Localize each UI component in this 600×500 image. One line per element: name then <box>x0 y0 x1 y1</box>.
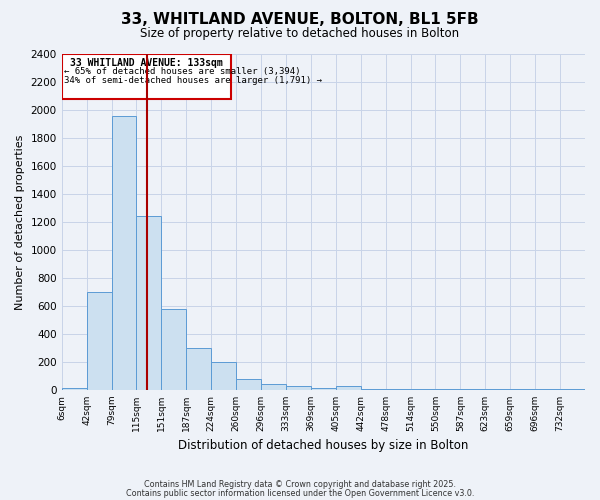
Text: Contains HM Land Registry data © Crown copyright and database right 2025.: Contains HM Land Registry data © Crown c… <box>144 480 456 489</box>
Bar <box>112 116 136 390</box>
Bar <box>436 389 460 390</box>
Bar <box>485 389 510 390</box>
Text: 34% of semi-detached houses are larger (1,791) →: 34% of semi-detached houses are larger (… <box>64 76 322 84</box>
X-axis label: Distribution of detached houses by size in Bolton: Distribution of detached houses by size … <box>178 440 469 452</box>
Bar <box>336 386 361 390</box>
Text: ← 65% of detached houses are smaller (3,394): ← 65% of detached houses are smaller (3,… <box>64 68 301 76</box>
Text: 33, WHITLAND AVENUE, BOLTON, BL1 5FB: 33, WHITLAND AVENUE, BOLTON, BL1 5FB <box>121 12 479 28</box>
Bar <box>86 292 112 390</box>
Bar <box>236 378 261 390</box>
Bar <box>161 310 186 390</box>
Bar <box>535 389 560 390</box>
Bar <box>186 348 211 390</box>
Bar <box>361 388 386 390</box>
Bar <box>62 388 86 390</box>
Bar <box>311 388 336 390</box>
Bar <box>460 389 485 390</box>
Bar <box>136 216 161 390</box>
Y-axis label: Number of detached properties: Number of detached properties <box>15 134 25 310</box>
Text: 33 WHITLAND AVENUE: 133sqm: 33 WHITLAND AVENUE: 133sqm <box>70 58 223 68</box>
Bar <box>386 388 410 390</box>
Bar <box>410 389 436 390</box>
Text: Size of property relative to detached houses in Bolton: Size of property relative to detached ho… <box>140 28 460 40</box>
Bar <box>211 362 236 390</box>
Bar <box>560 388 585 390</box>
Bar <box>62 54 231 100</box>
Bar <box>261 384 286 390</box>
Bar <box>510 389 535 390</box>
Bar <box>286 386 311 390</box>
Text: Contains public sector information licensed under the Open Government Licence v3: Contains public sector information licen… <box>126 488 474 498</box>
